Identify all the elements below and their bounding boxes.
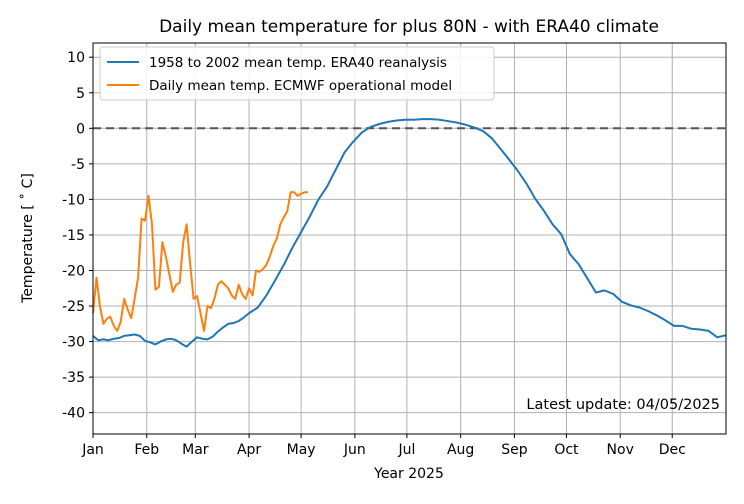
x-tick-label: Mar: [182, 442, 209, 458]
y-tick-label: -5: [71, 157, 85, 173]
y-tick-label: -35: [62, 370, 85, 386]
x-axis-label: Year 2025: [373, 466, 444, 482]
x-tick-label: Jul: [397, 442, 415, 458]
series-line-1: [92, 191, 308, 332]
x-tick-label: Dec: [659, 442, 686, 458]
x-tick-label: Nov: [607, 442, 634, 458]
plot-frame: [92, 42, 727, 435]
x-tick-label: Feb: [134, 442, 159, 458]
x-tick-label: Aug: [447, 442, 474, 458]
x-tick-label: Apr: [237, 442, 261, 458]
y-tick-label: 5: [76, 86, 85, 102]
y-tick-label: -30: [62, 335, 85, 351]
legend-label-ecmwf: Daily mean temp. ECMWF operational model: [149, 78, 452, 94]
axis-ticks: Jan Feb Mar Apr May Jun Jul Aug Sep Oct Nov Dec 10 5 0…: [62, 50, 686, 458]
x-tick-label: Jun: [343, 442, 366, 458]
legend-box: [99, 46, 495, 101]
x-tick-label: May: [287, 442, 316, 458]
y-tick-label: 10: [67, 50, 85, 66]
legend-label-era40: 1958 to 2002 mean temp. ERA40 reanalysis: [149, 55, 447, 71]
y-tick-label: 0: [76, 121, 85, 137]
y-tick-label: -25: [62, 299, 85, 315]
y-tick-label: -10: [62, 192, 85, 208]
chart-title: Daily mean temperature for plus 80N - wi…: [159, 17, 659, 37]
latest-update-annotation: Latest update: 04/05/2025: [526, 397, 720, 413]
y-tick-label: -40: [62, 406, 85, 422]
x-tick-label: Jan: [81, 442, 104, 458]
y-tick-label: -15: [62, 228, 85, 244]
legend: 1958 to 2002 mean temp. ERA40 reanalysis…: [99, 46, 495, 101]
series-line-0: [92, 118, 727, 348]
y-tick-label: -20: [62, 263, 85, 279]
y-axis-label: Temperature [ ˚ C]: [19, 173, 36, 304]
series-lines: [92, 118, 727, 348]
x-tick-label: Oct: [554, 442, 579, 458]
x-tick-label: Sep: [501, 442, 528, 458]
